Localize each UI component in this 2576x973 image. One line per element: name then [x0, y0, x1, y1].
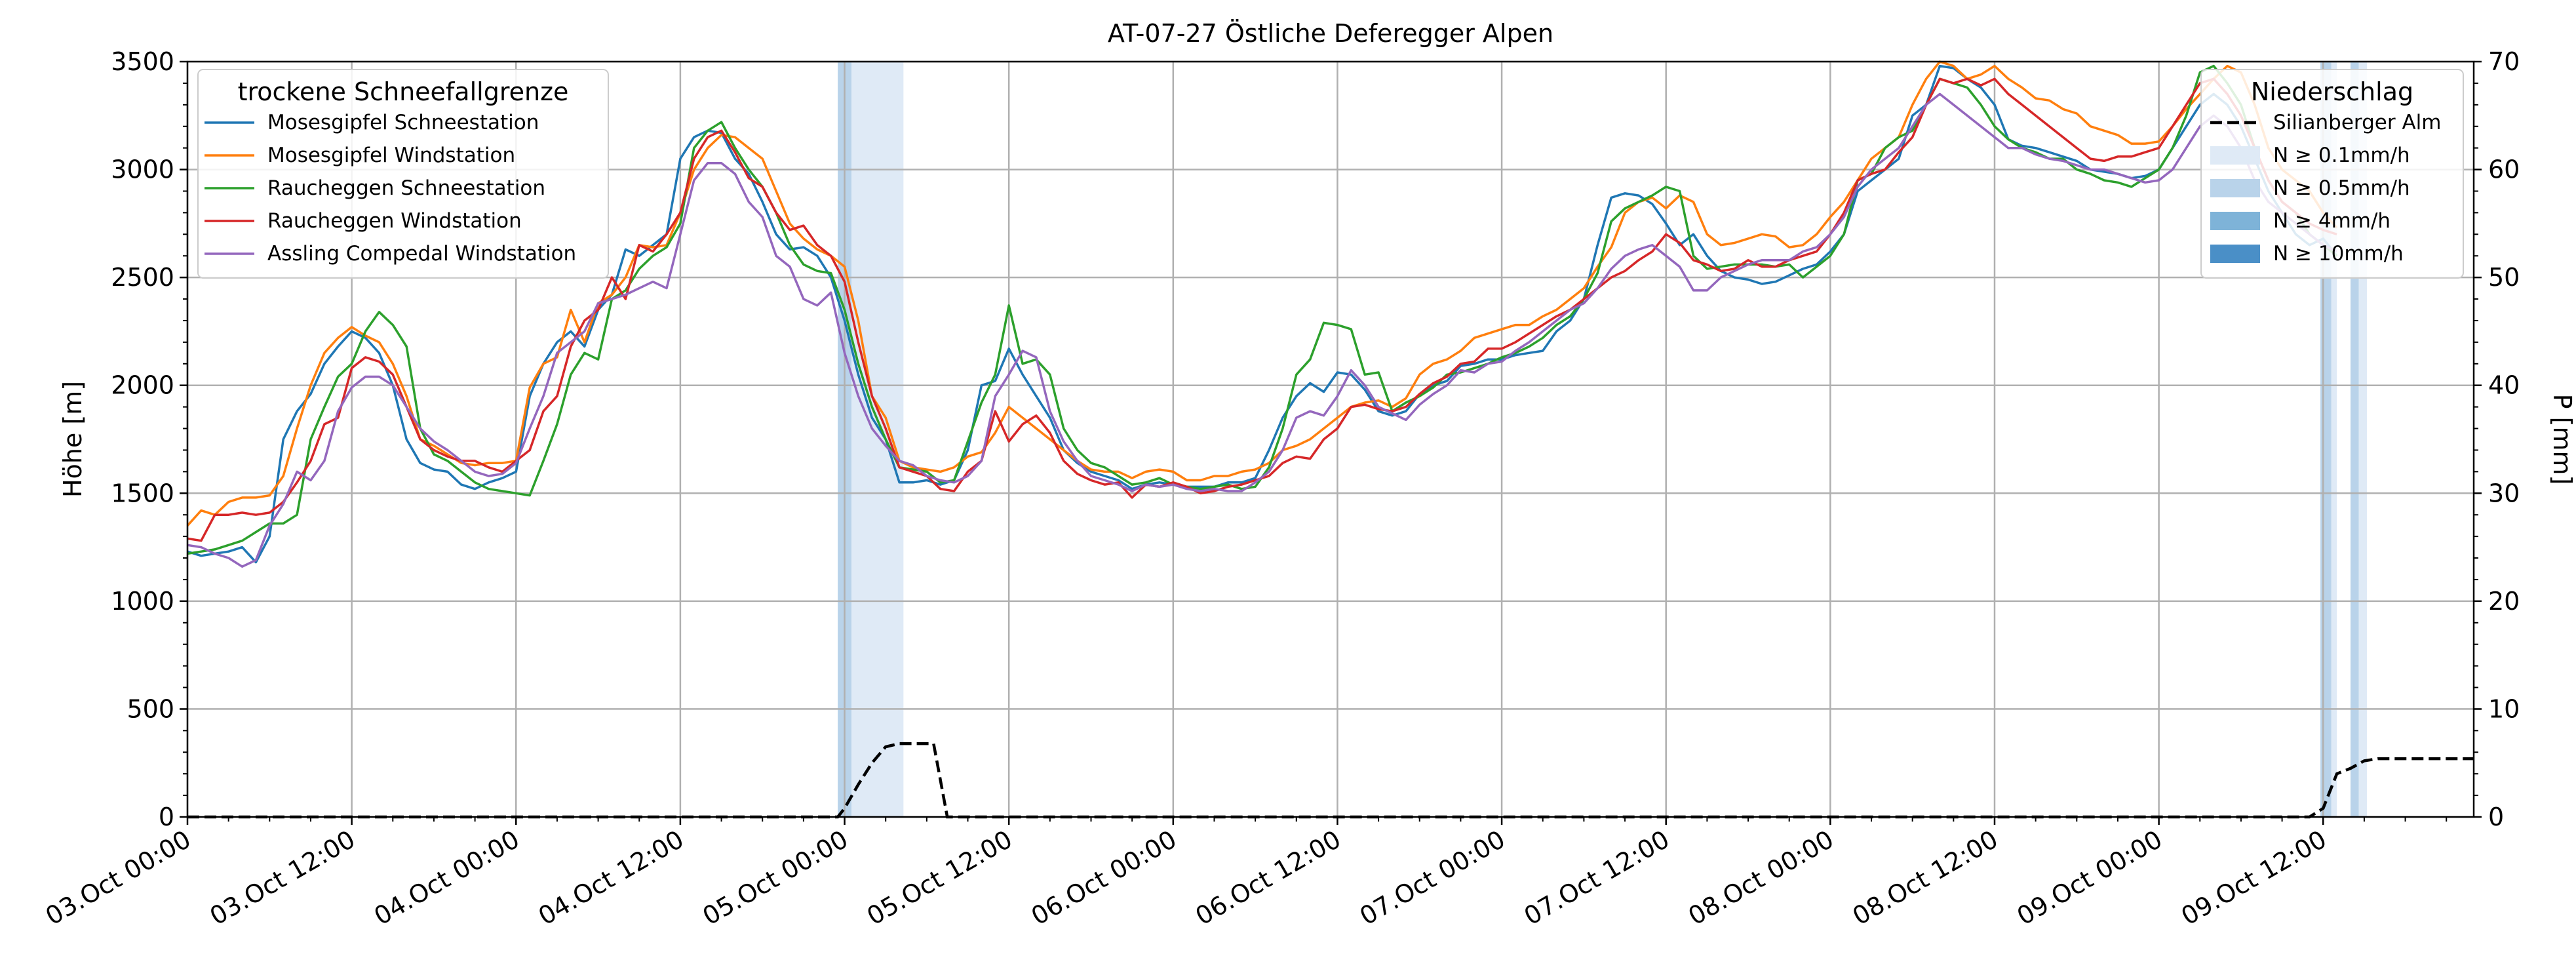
legend-left: trockene Schneefallgrenze Mosesgipfel Sc… [197, 69, 609, 279]
y-tick-label: 1500 [111, 479, 174, 507]
legend-label-band: N ≥ 10mm/h [2273, 242, 2404, 266]
legend-right: Niederschlag Silianberger Alm N ≥ 0.1mm/h… [2200, 69, 2464, 279]
y-tick-label: 0 [159, 803, 174, 831]
series-line-1 [187, 64, 2338, 564]
legend-left-frame [197, 69, 609, 279]
legend-swatch-band [2210, 179, 2260, 197]
legend-label: Mosesgipfel Schneestation [267, 111, 539, 134]
y-tick-label: 500 [127, 694, 174, 723]
y-tick-label: 1000 [111, 587, 174, 616]
chart-title: AT-07-27 Östliche Deferegger Alpen [1108, 19, 1553, 48]
y-right-tick-label: 30 [2488, 479, 2520, 507]
series-lines [186, 60, 2474, 819]
y-axis-label: Höhe [m] [58, 381, 87, 498]
legend-label-band: N ≥ 0.5mm/h [2273, 176, 2410, 200]
legend-label-precip: Silianberger Alm [2273, 111, 2441, 134]
y-right-tick-label: 20 [2488, 587, 2520, 616]
legend-swatch-band [2210, 146, 2260, 165]
legend-label: Assling Compedal Windstation [267, 242, 576, 266]
y-right-tick-label: 0 [2488, 803, 2504, 831]
y-tick-label: 3500 [111, 47, 174, 76]
y-tick-label: 2500 [111, 263, 174, 292]
series-line-2 [186, 60, 2338, 526]
precip-line [187, 742, 2474, 819]
y-right-tick-label: 10 [2488, 694, 2520, 723]
y-right-tick-label: 40 [2488, 371, 2520, 400]
legend-label-band: N ≥ 4mm/h [2273, 209, 2391, 233]
legend-right-frame [2200, 69, 2464, 279]
precip-band-3 [2331, 62, 2337, 817]
legend-swatch-band [2210, 212, 2260, 230]
legend-swatch-band [2210, 245, 2260, 263]
legend-label: Raucheggen Windstation [267, 209, 522, 233]
legend-right-title: Niederschlag [2251, 77, 2413, 106]
y-right-tick-label: 50 [2488, 263, 2520, 292]
y-axis-label-right: P [mm] [2548, 394, 2576, 485]
y-tick-label: 2000 [111, 371, 174, 400]
y-tick-label: 3000 [111, 155, 174, 184]
legend-label: Mosesgipfel Windstation [267, 144, 515, 167]
plot-frame [186, 60, 2475, 818]
series-line-5 [187, 92, 2337, 568]
legend-label-band: N ≥ 0.1mm/h [2273, 144, 2410, 167]
y-right-tick-label: 60 [2488, 155, 2520, 184]
y-right-tick-label: 70 [2488, 47, 2520, 76]
legend-label: Raucheggen Schneestation [267, 176, 545, 200]
legend-left-title: trockene Schneefallgrenze [238, 77, 569, 106]
precip-band-1 [851, 62, 904, 817]
